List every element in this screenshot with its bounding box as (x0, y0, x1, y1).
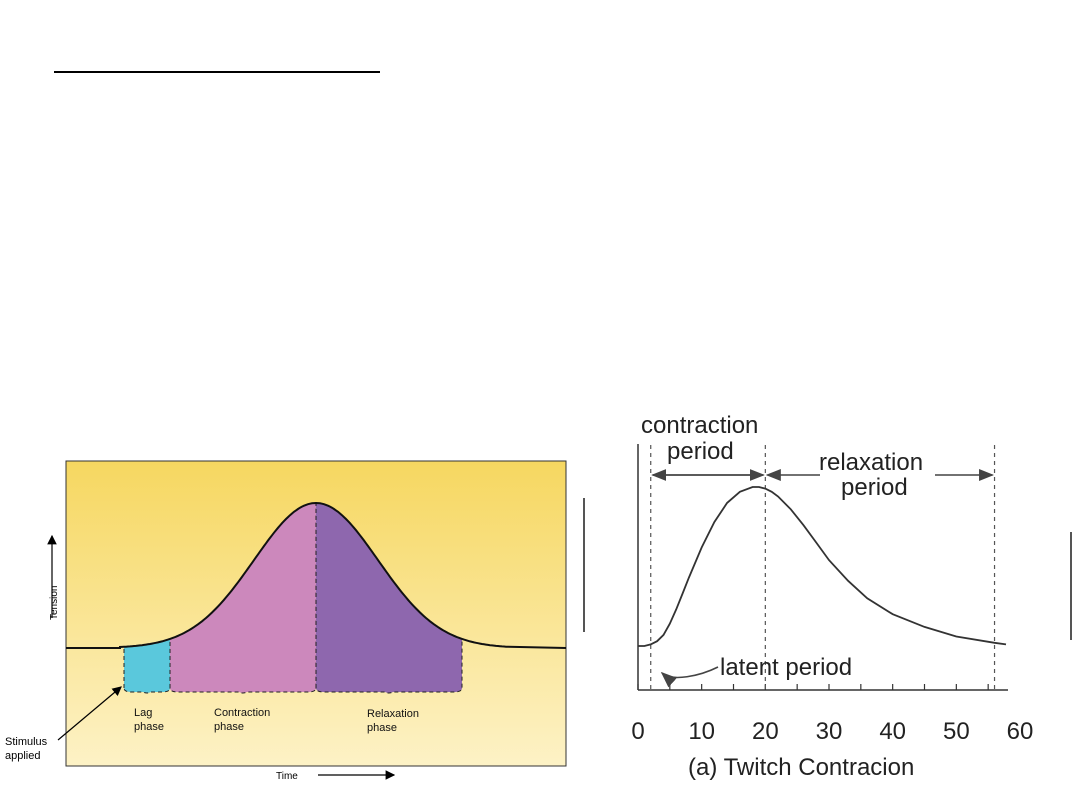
phase-label-1-line-2: phase (134, 721, 164, 733)
x-tick-label-20: 20 (752, 718, 779, 745)
tension-curve (66, 501, 567, 649)
latent-period-arrow (660, 666, 719, 688)
stimulus-label-line-2: applied (5, 750, 40, 762)
latent-period-label: latent period (720, 654, 852, 681)
title-underline (54, 71, 380, 73)
x-tick-label-30: 30 (816, 718, 843, 745)
phase-label-2-line-1: Contraction (214, 707, 270, 719)
twitch-curve (638, 486, 1007, 647)
x-tick-label-60: 60 (1007, 718, 1034, 745)
contraction-period-label-line-1: contraction (641, 412, 758, 439)
relaxation-period-label-line-1: relaxation (819, 449, 923, 476)
relaxation-period-label-line-2: period (841, 474, 908, 501)
stimulus-label-line-1: Stimulus (5, 736, 48, 748)
x-tick-label-10: 10 (688, 718, 715, 745)
contraction-period-label-line-2: period (667, 438, 734, 465)
x-tick-label-50: 50 (943, 718, 970, 745)
x-tick-label-0: 0 (631, 718, 644, 745)
right-chart-caption: (a) Twitch Contracion (688, 754, 914, 781)
y-axis-label: Tension (49, 586, 60, 620)
phase-label-1-line-1: Lag (134, 707, 152, 719)
stimulus-arrow (57, 686, 122, 741)
phase-label-3-line-1: Relaxation (367, 708, 419, 720)
phase-label-2-line-2: phase (214, 721, 244, 733)
x-axis-label: Time (276, 771, 298, 782)
x-tick-label-40: 40 (879, 718, 906, 745)
phase-label-3-line-2: phase (367, 722, 397, 734)
